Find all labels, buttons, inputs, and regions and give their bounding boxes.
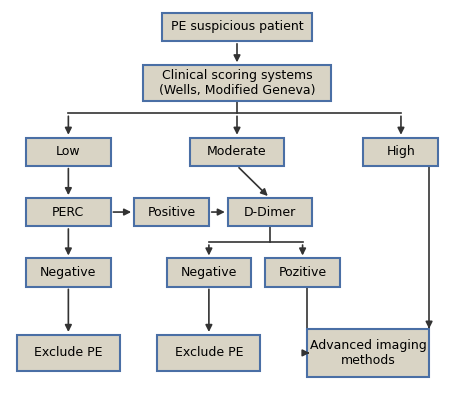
FancyBboxPatch shape bbox=[190, 137, 284, 166]
Text: Exclude PE: Exclude PE bbox=[174, 346, 243, 359]
Text: Moderate: Moderate bbox=[207, 145, 267, 158]
Text: Pozitive: Pozitive bbox=[279, 266, 327, 279]
Text: Clinical scoring systems
(Wells, Modified Geneva): Clinical scoring systems (Wells, Modifie… bbox=[159, 69, 315, 97]
FancyBboxPatch shape bbox=[134, 198, 209, 226]
FancyBboxPatch shape bbox=[26, 258, 110, 286]
FancyBboxPatch shape bbox=[167, 258, 251, 286]
Text: PERC: PERC bbox=[52, 206, 84, 219]
Text: Negative: Negative bbox=[181, 266, 237, 279]
Text: Low: Low bbox=[56, 145, 81, 158]
Text: PE suspicious patient: PE suspicious patient bbox=[171, 20, 303, 33]
Text: Exclude PE: Exclude PE bbox=[34, 346, 102, 359]
Text: High: High bbox=[387, 145, 415, 158]
Text: Positive: Positive bbox=[147, 206, 195, 219]
FancyBboxPatch shape bbox=[157, 335, 260, 371]
FancyBboxPatch shape bbox=[162, 13, 312, 41]
Text: Negative: Negative bbox=[40, 266, 97, 279]
FancyBboxPatch shape bbox=[364, 137, 438, 166]
Text: D-Dimer: D-Dimer bbox=[244, 206, 296, 219]
FancyBboxPatch shape bbox=[26, 137, 110, 166]
FancyBboxPatch shape bbox=[265, 258, 340, 286]
FancyBboxPatch shape bbox=[143, 65, 331, 101]
FancyBboxPatch shape bbox=[307, 329, 429, 377]
FancyBboxPatch shape bbox=[228, 198, 312, 226]
FancyBboxPatch shape bbox=[26, 198, 110, 226]
FancyBboxPatch shape bbox=[17, 335, 120, 371]
Text: Advanced imaging
methods: Advanced imaging methods bbox=[310, 339, 427, 367]
